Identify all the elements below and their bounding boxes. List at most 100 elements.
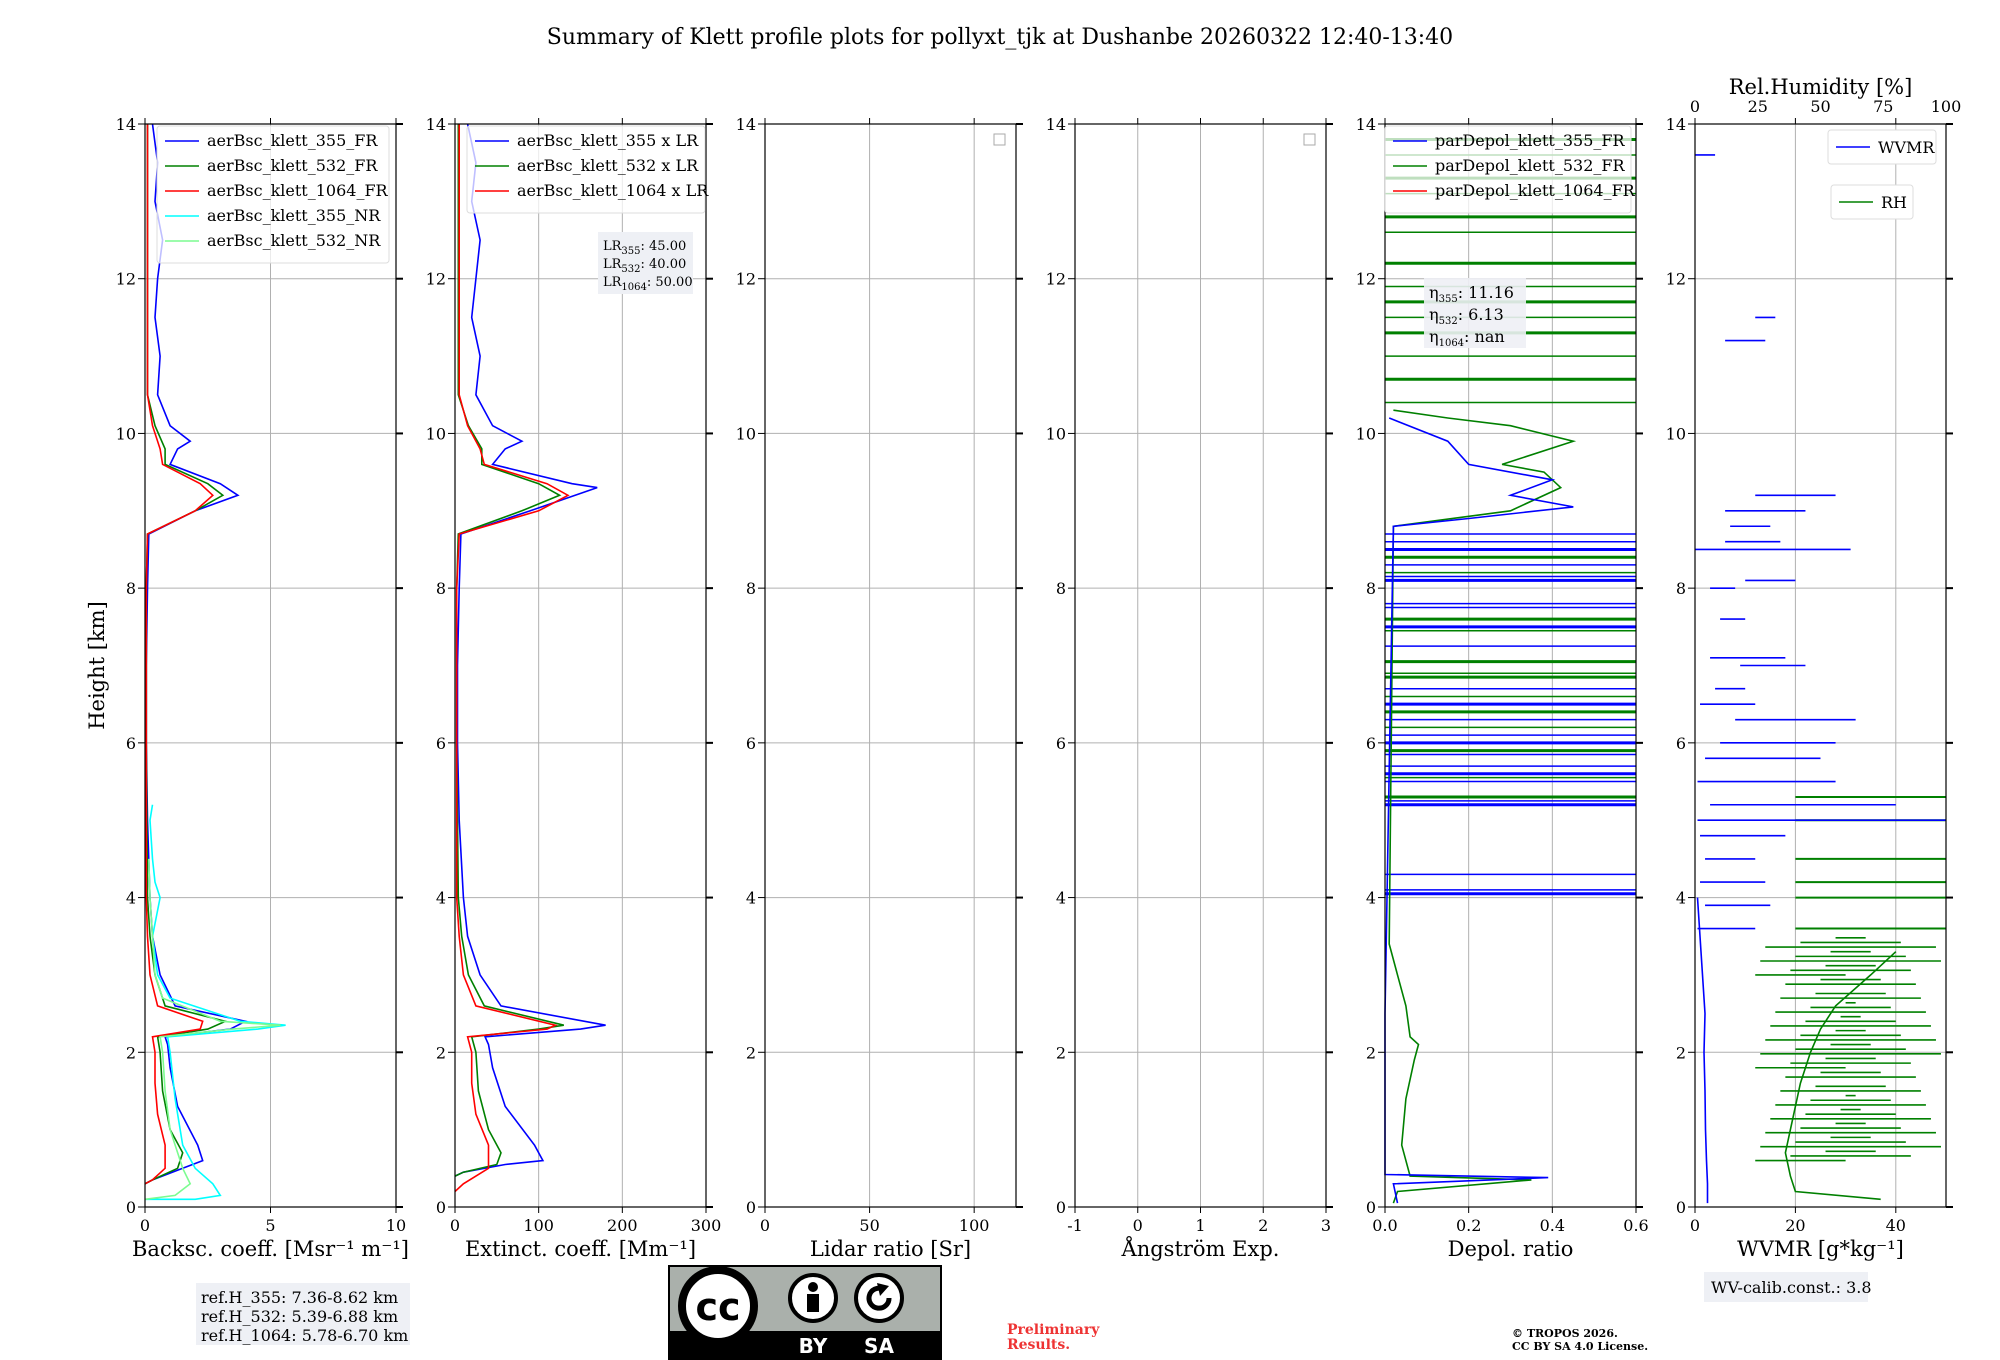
frame-dep xyxy=(1384,123,1637,1208)
xtick-label-dep: 0.2 xyxy=(1456,1216,1481,1235)
ytick-label-wv: 12 xyxy=(1666,270,1686,289)
ytick-label-wv: 10 xyxy=(1666,424,1686,443)
empty-legend-box xyxy=(1303,133,1316,146)
legend-box-ext xyxy=(466,125,706,214)
xlabel-dep: Depol. ratio xyxy=(1448,1237,1574,1261)
cc-by-label: BY xyxy=(799,1334,828,1358)
legend-entry-dep: parDepol_klett_1064_FR xyxy=(1435,181,1636,200)
series-ext-1 xyxy=(454,124,564,1177)
xtick-label-wv: 0 xyxy=(1690,1216,1700,1235)
xlabel-wv: WVMR [g*kg⁻¹] xyxy=(1737,1237,1904,1261)
cc-sa-label: SA xyxy=(864,1334,894,1358)
xtick-label-wv: 40 xyxy=(1886,1216,1906,1235)
ytick-label-ext: 6 xyxy=(436,734,446,753)
top-tick-label: 75 xyxy=(1873,97,1893,116)
legend-entry-wv: RH xyxy=(1881,193,1907,212)
xtick-label-ext: 0 xyxy=(450,1216,460,1235)
ytick-label-bsc: 12 xyxy=(116,270,136,289)
xtick-label-ang: 1 xyxy=(1195,1216,1205,1235)
frame-wv xyxy=(1694,123,1947,1208)
ytick-label-dep: 4 xyxy=(1366,889,1376,908)
legend-entry-dep: parDepol_klett_355_FR xyxy=(1435,131,1626,150)
ytick-label-dep: 2 xyxy=(1366,1043,1376,1062)
ytick-label-ang: 2 xyxy=(1056,1043,1066,1062)
xlabel-ext: Extinct. coeff. [Mm⁻¹] xyxy=(465,1237,696,1261)
ytick-label-lr: 0 xyxy=(746,1198,756,1217)
legend-entry-bsc: aerBsc_klett_355_FR xyxy=(207,131,378,150)
panel-ext: 0 100 200 300 0 2 4 6 8 10 12 14 Extinct. coeff. [Mm… xyxy=(426,115,722,1261)
xtick-label-dep: 0.0 xyxy=(1372,1216,1397,1235)
ytick-label-wv: 8 xyxy=(1676,579,1686,598)
depol-noise-lines xyxy=(1385,137,1636,896)
panel-dep: 0.0 0.2 0.4 0.6 0 2 4 6 8 10 12 14 Depol. ratio parDe… xyxy=(1356,115,1649,1261)
xtick-label-ext: 200 xyxy=(607,1216,638,1235)
xlabel-lr: Lidar ratio [Sr] xyxy=(810,1237,971,1261)
ref-height-355: ref.H_355: 7.36-8.62 km xyxy=(201,1288,398,1307)
xlabel-ang: Ångström Exp. xyxy=(1121,1236,1280,1261)
ref-height-1064: ref.H_1064: 5.78-6.70 km xyxy=(201,1326,408,1345)
ytick-label-dep: 12 xyxy=(1356,270,1376,289)
eta-annotation-1: η532: 6.13 xyxy=(1429,305,1504,327)
legend-entry-bsc: aerBsc_klett_355_NR xyxy=(207,206,381,225)
eta-annotation-2: η1064: nan xyxy=(1429,327,1505,349)
ytick-label-ang: 10 xyxy=(1046,424,1066,443)
top-tick-label: 25 xyxy=(1748,97,1768,116)
ytick-label-ext: 10 xyxy=(426,424,446,443)
ytick-label-ext: 0 xyxy=(436,1198,446,1217)
legend-entry-ext: aerBsc_klett_1064 x LR xyxy=(517,181,709,200)
xtick-label-bsc: 0 xyxy=(140,1216,150,1235)
legend-box-wv xyxy=(1827,129,1937,165)
panel-lr: 0 50 100 0 2 4 6 8 10 12 14 Lidar ratio [Sr] xyxy=(736,115,1023,1261)
cc-text: cc xyxy=(695,1285,740,1329)
ytick-label-bsc: 2 xyxy=(126,1043,136,1062)
ytick-label-ang: 14 xyxy=(1046,115,1066,134)
legend-entry-bsc: aerBsc_klett_532_NR xyxy=(207,231,381,250)
sa-arrow-icon xyxy=(854,1273,904,1323)
ytick-label-dep: 10 xyxy=(1356,424,1376,443)
ytick-label-bsc: 10 xyxy=(116,424,136,443)
legend-entry-ext: aerBsc_klett_532 x LR xyxy=(517,156,699,175)
xlabel-bsc: Backsc. coeff. [Msr⁻¹ m⁻¹] xyxy=(132,1237,409,1261)
panel-wv: 0 20 40 0 2 4 6 8 10 12 14 WVMR [g*kg⁻¹] 0 25 50 75 100 R… xyxy=(1666,75,1962,1302)
xtick-label-ang: 2 xyxy=(1258,1216,1268,1235)
ytick-label-ang: 8 xyxy=(1056,579,1066,598)
ytick-label-lr: 14 xyxy=(736,115,756,134)
ytick-label-lr: 12 xyxy=(736,270,756,289)
top-tick-label: 100 xyxy=(1931,97,1962,116)
results-label: Results. xyxy=(1007,1337,1070,1353)
ytick-label-ext: 8 xyxy=(436,579,446,598)
xtick-label-dep: 0.4 xyxy=(1540,1216,1565,1235)
legend-entry-bsc: aerBsc_klett_1064_FR xyxy=(207,181,389,200)
copyright-line-2: CC BY SA 4.0 License. xyxy=(1512,1340,1648,1353)
xtick-label-wv: 20 xyxy=(1785,1216,1805,1235)
ytick-label-bsc: 8 xyxy=(126,579,136,598)
figure-title: Summary of Klett profile plots for polly… xyxy=(547,25,1453,50)
ytick-label-wv: 0 xyxy=(1676,1198,1686,1217)
ytick-label-wv: 6 xyxy=(1676,734,1686,753)
ytick-label-dep: 0 xyxy=(1366,1198,1376,1217)
ytick-label-wv: 14 xyxy=(1666,115,1686,134)
frame-ext xyxy=(454,123,707,1208)
series-bsc-3 xyxy=(145,804,286,1201)
ytick-label-ext: 4 xyxy=(436,889,446,908)
xtick-label-bsc: 10 xyxy=(386,1216,406,1235)
ytick-label-dep: 6 xyxy=(1366,734,1376,753)
top-tick-label: 0 xyxy=(1690,97,1700,116)
empty-legend-box xyxy=(993,133,1006,146)
lr-annotation-2: LR1064: 50.00 xyxy=(603,275,693,293)
ytick-label-dep: 14 xyxy=(1356,115,1376,134)
ytick-label-bsc: 0 xyxy=(126,1198,136,1217)
ref-height-box: ref.H_355: 7.36-8.62 km ref.H_532: 5.39-… xyxy=(196,1283,410,1345)
series-wv-0 xyxy=(1696,897,1709,1204)
ytick-label-lr: 8 xyxy=(746,579,756,598)
lr-annotation-box xyxy=(598,232,693,294)
series-dep-0 xyxy=(1388,409,1577,1204)
eta-annotation-box xyxy=(1424,278,1526,348)
ytick-label-dep: 8 xyxy=(1366,579,1376,598)
legend-entry-dep: parDepol_klett_532_FR xyxy=(1435,156,1626,175)
legend-entry-wv: WVMR xyxy=(1878,138,1935,157)
xtick-label-ang: -1 xyxy=(1067,1216,1083,1235)
series-bsc-2 xyxy=(144,124,214,1185)
